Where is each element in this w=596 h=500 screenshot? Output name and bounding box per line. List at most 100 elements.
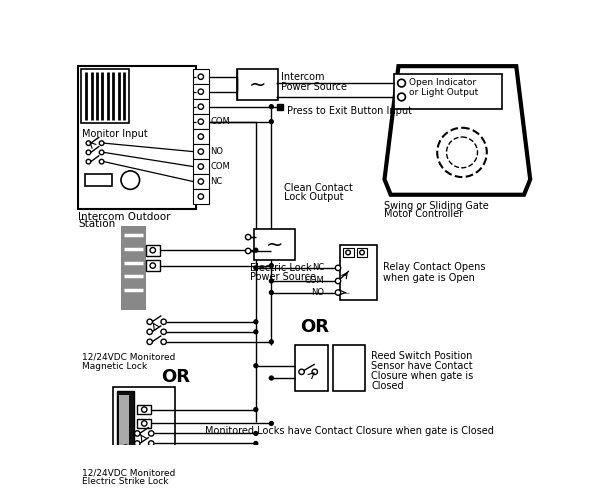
Text: Electric Lock: Electric Lock [250,264,312,274]
Circle shape [398,93,405,101]
Circle shape [150,263,156,268]
Circle shape [269,104,274,108]
Circle shape [148,451,154,456]
Circle shape [269,120,274,124]
Bar [394,74,502,108]
Circle shape [254,364,258,368]
Text: Motor Controller: Motor Controller [384,210,464,220]
Bar [146,260,160,271]
Bar [333,345,365,391]
Circle shape [269,264,274,268]
Circle shape [86,160,91,164]
Text: Station: Station [79,220,116,230]
Circle shape [269,290,274,294]
Polygon shape [384,66,530,194]
Circle shape [446,137,477,168]
Text: ~: ~ [249,74,266,94]
Circle shape [254,330,258,334]
Text: when gate is Open: when gate is Open [383,272,475,282]
Bar [296,345,328,391]
Circle shape [100,141,104,146]
Circle shape [198,74,204,80]
Bar [193,159,209,174]
Circle shape [269,340,274,344]
Text: OR: OR [300,318,329,336]
Circle shape [246,234,251,240]
Circle shape [150,248,156,253]
Bar [356,248,368,257]
Text: or Light Output: or Light Output [409,88,479,96]
Circle shape [135,441,140,446]
Circle shape [135,451,140,456]
Bar [254,230,294,260]
Bar [79,66,196,208]
Circle shape [122,445,129,452]
Circle shape [246,248,251,254]
Text: COM: COM [210,162,230,171]
Text: NO: NO [311,288,324,297]
Bar [237,69,278,100]
Text: Lock Output: Lock Output [284,192,343,202]
Text: Intercom Outdoor: Intercom Outdoor [79,212,171,222]
Text: ~: ~ [266,235,283,255]
Circle shape [398,79,405,87]
Circle shape [312,369,318,374]
Circle shape [86,150,91,154]
Bar [113,387,175,464]
Text: NO: NO [210,147,223,156]
Text: Sensor have Contact: Sensor have Contact [371,361,473,371]
Text: COM: COM [210,117,230,126]
Bar [193,174,209,189]
Bar [119,395,129,456]
Bar [85,174,113,186]
Bar [193,129,209,144]
Bar [193,189,209,204]
Circle shape [135,431,140,436]
Circle shape [299,369,305,374]
Bar [193,99,209,114]
Circle shape [198,194,204,199]
Circle shape [198,104,204,110]
Circle shape [198,179,204,184]
Bar [343,248,353,257]
Circle shape [161,319,166,324]
Circle shape [141,407,147,412]
Text: Electric Strike Lock: Electric Strike Lock [82,478,169,486]
Bar [193,84,209,99]
Circle shape [198,149,204,154]
Bar [193,69,209,84]
Bar [146,245,160,256]
Circle shape [148,441,154,446]
Text: Power Source: Power Source [281,82,347,92]
Circle shape [254,320,258,324]
Text: Magnetic Lock: Magnetic Lock [82,362,147,371]
Circle shape [161,339,166,344]
Circle shape [100,150,104,154]
Text: Monitored Locks have Contact Closure when gate is Closed: Monitored Locks have Contact Closure whe… [204,426,493,436]
Bar [137,419,151,428]
Text: Clean Contact: Clean Contact [284,183,353,193]
Bar [277,104,283,110]
Bar [121,226,146,310]
Bar [80,69,129,123]
Circle shape [269,279,274,283]
Circle shape [254,442,258,446]
Circle shape [147,329,153,334]
Bar [193,144,209,159]
Circle shape [141,420,147,426]
Circle shape [254,266,258,270]
Bar [340,245,377,300]
Text: Closure when gate is: Closure when gate is [371,371,474,381]
Circle shape [147,319,153,324]
Circle shape [336,278,341,283]
Circle shape [254,248,258,252]
Text: Press to Exit Button Input: Press to Exit Button Input [287,106,412,116]
Bar [137,405,151,414]
Text: Power Source: Power Source [250,272,316,282]
Text: Open Indicator: Open Indicator [409,78,476,88]
Circle shape [254,408,258,412]
Circle shape [198,134,204,140]
Circle shape [198,119,204,124]
Text: NC: NC [312,264,324,272]
Circle shape [147,339,153,344]
